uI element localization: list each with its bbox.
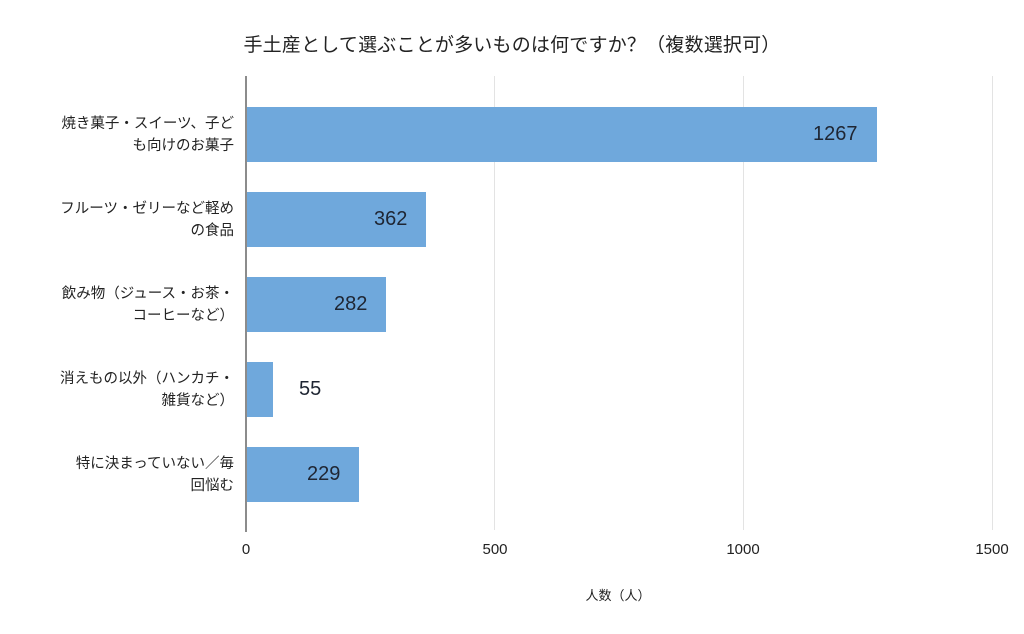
category-label-undecided: 特に決まっていない／毎 回悩む xyxy=(75,456,234,494)
chart-title: 手土産として選ぶことが多いものは何ですか？（複数選択可） xyxy=(243,34,781,56)
y-axis-line xyxy=(245,76,247,532)
x-axis-title: 人数（人） xyxy=(585,589,651,604)
bar-value-drinks: 282 xyxy=(334,293,368,315)
bar-non-consumables xyxy=(246,362,273,417)
gridline-1500 xyxy=(992,76,993,530)
bar-drinks xyxy=(246,277,386,332)
x-tick-500: 500 xyxy=(482,541,508,558)
category-label-baked-sweets: 焼き菓子・スイーツ、子ど も向けのお菓子 xyxy=(61,116,234,154)
bar-baked-sweets xyxy=(246,107,877,162)
x-tick-1000: 1000 xyxy=(726,541,760,558)
bar-fruit-jelly xyxy=(246,192,426,247)
bar-value-baked-sweets: 1267 xyxy=(813,123,858,145)
bar-value-non-consumables: 55 xyxy=(299,378,322,400)
category-label-drinks: 飲み物（ジュース・お茶・ コーヒーなど） xyxy=(61,286,234,324)
category-label-non-consumables: 消えもの以外（ハンカチ・ 雑貨など） xyxy=(60,371,234,409)
bar-undecided xyxy=(246,447,359,502)
bar-value-fruit-jelly: 362 xyxy=(374,208,408,230)
category-label-fruit-jelly: フルーツ・ゼリーなど軽め の食品 xyxy=(60,201,234,239)
bar-value-undecided: 229 xyxy=(307,463,341,485)
gridline-500 xyxy=(494,76,495,530)
x-tick-1500: 1500 xyxy=(975,541,1009,558)
gridline-1000 xyxy=(743,76,744,530)
x-tick-0: 0 xyxy=(241,541,251,558)
